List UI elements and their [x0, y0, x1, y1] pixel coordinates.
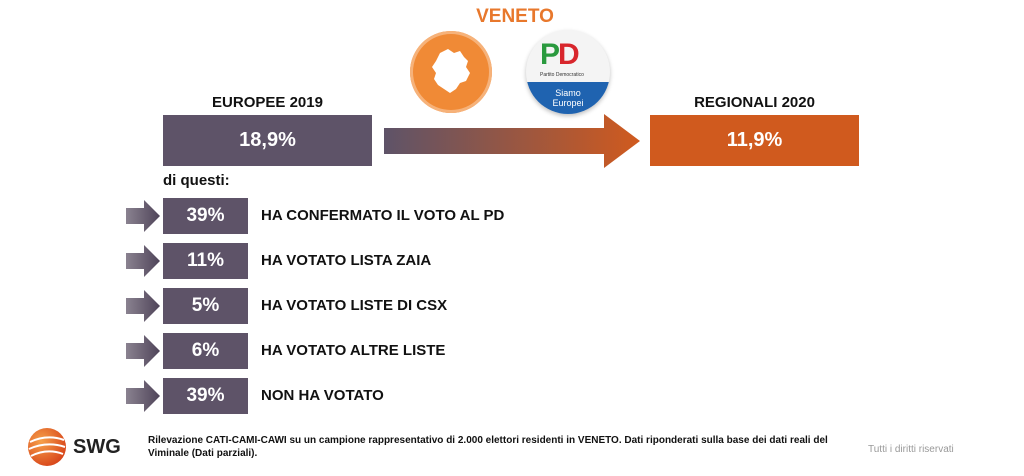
row-label: NON HA VOTATO	[261, 387, 384, 404]
europee-label: EUROPEE 2019	[212, 94, 323, 111]
row-label: HA VOTATO LISTE DI CSX	[261, 297, 448, 314]
footer-note: Rilevazione CATI-CAMI-CAWI su un campion…	[148, 435, 828, 459]
pd-party-name: Partito Democratico	[540, 72, 584, 78]
swg-logo-icon	[28, 428, 66, 466]
regionali-value: 11,9%	[726, 129, 783, 151]
row-percent: 6%	[163, 333, 248, 369]
row-label: HA CONFERMATO IL VOTO AL PD	[261, 207, 505, 224]
pd-banner: Siamo Europei	[526, 82, 610, 114]
row-percent: 5%	[163, 288, 248, 324]
pd-letter-p: P	[540, 38, 560, 71]
veneto-region-icon	[410, 31, 492, 113]
europee-value: 18,9%	[239, 129, 296, 151]
row-label: HA VOTATO LISTA ZAIA	[261, 252, 432, 269]
pd-banner-line2: Europei	[552, 98, 584, 108]
rights-notice: Tutti i diritti riservati	[868, 444, 954, 455]
gradient-arrow-icon	[384, 114, 640, 168]
row-percent: 39%	[163, 198, 248, 234]
row-arrow-icon	[126, 245, 160, 277]
regionali-value-box: 11,9%	[650, 115, 859, 166]
regionali-label: REGIONALI 2020	[694, 94, 815, 111]
europee-value-box: 18,9%	[163, 115, 372, 166]
row-arrow-icon	[126, 200, 160, 232]
row-arrow-icon	[126, 290, 160, 322]
region-title: VENETO	[476, 6, 554, 27]
swg-brand: SWG	[73, 436, 121, 458]
pd-banner-line1: Siamo	[555, 88, 581, 98]
row-arrow-icon	[126, 335, 160, 367]
row-percent: 11%	[163, 243, 248, 279]
row-arrow-icon	[126, 380, 160, 412]
breakdown-intro: di questi:	[163, 172, 230, 189]
row-percent: 39%	[163, 378, 248, 414]
row-label: HA VOTATO ALTRE LISTE	[261, 342, 446, 359]
pd-letter-d: D	[558, 38, 580, 71]
pd-logo-icon: PD Partito Democratico Siamo Europei	[526, 30, 610, 114]
